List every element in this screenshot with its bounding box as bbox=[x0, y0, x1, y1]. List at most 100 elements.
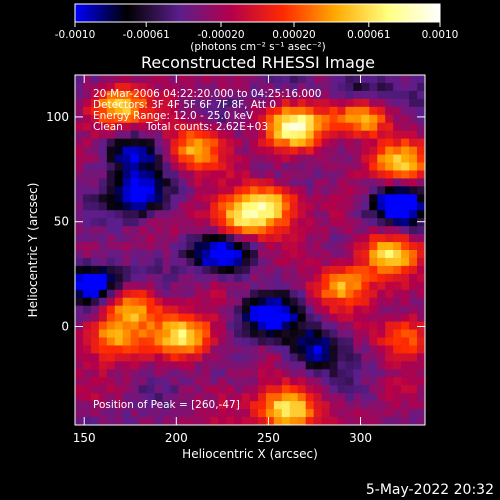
heatmap-cell bbox=[138, 265, 148, 275]
heatmap-cell bbox=[146, 385, 156, 394]
heatmap-cell bbox=[210, 409, 219, 418]
colorbar bbox=[74, 3, 441, 23]
heatmap-cell bbox=[114, 401, 124, 410]
heatmap-cell bbox=[385, 345, 394, 354]
heatmap-cell bbox=[194, 289, 203, 299]
heatmap-cell bbox=[218, 393, 227, 402]
heatmap-cell bbox=[122, 154, 132, 163]
heatmap-cell bbox=[90, 178, 100, 187]
heatmap-cell bbox=[329, 154, 338, 163]
heatmap-cell bbox=[202, 353, 211, 362]
colorbar-tick-label: 0.00061 bbox=[347, 29, 390, 41]
heatmap-cell bbox=[186, 353, 195, 362]
heatmap-cell bbox=[154, 170, 163, 179]
heatmap-cell bbox=[146, 106, 156, 116]
heatmap-cell bbox=[210, 202, 219, 211]
heatmap-cell bbox=[257, 218, 267, 227]
heatmap-cell bbox=[75, 146, 84, 156]
heatmap-cell bbox=[401, 345, 410, 354]
heatmap-cell bbox=[409, 337, 418, 346]
heatmap-cell bbox=[257, 226, 267, 235]
heatmap-cell bbox=[154, 114, 163, 124]
heatmap-cell bbox=[337, 242, 346, 251]
heatmap-cell bbox=[98, 186, 108, 195]
heatmap-cell bbox=[345, 265, 354, 275]
heatmap-cell bbox=[297, 289, 307, 299]
heatmap-cell bbox=[369, 417, 378, 426]
heatmap-cell bbox=[353, 194, 362, 203]
heatmap-cell bbox=[361, 257, 370, 267]
heatmap-cell bbox=[329, 353, 338, 362]
heatmap-cell bbox=[106, 345, 116, 354]
heatmap-cell bbox=[130, 130, 140, 140]
heatmap-cell bbox=[313, 401, 323, 410]
heatmap-cell bbox=[377, 265, 386, 275]
heatmap-cell bbox=[281, 170, 291, 179]
heatmap-cell bbox=[218, 114, 227, 124]
heatmap-cell bbox=[305, 178, 315, 187]
heatmap-cell bbox=[194, 273, 203, 283]
heatmap-cell bbox=[122, 114, 132, 124]
heatmap-cell bbox=[329, 393, 338, 402]
heatmap-cell bbox=[90, 313, 100, 323]
heatmap-cell bbox=[289, 297, 299, 307]
heatmap-cell bbox=[242, 82, 251, 92]
heatmap-cell bbox=[202, 305, 211, 315]
colorbar-tick-label: -0.00061 bbox=[123, 29, 170, 41]
heatmap-cell bbox=[122, 82, 132, 92]
heatmap-cell bbox=[162, 90, 171, 100]
heatmap-cell bbox=[393, 202, 402, 211]
heatmap-cell bbox=[369, 210, 378, 219]
heatmap-cell bbox=[337, 401, 346, 410]
heatmap-cell bbox=[202, 281, 211, 291]
heatmap-cell bbox=[75, 321, 84, 331]
heatmap-cell bbox=[297, 202, 307, 211]
heatmap-cell bbox=[401, 218, 410, 227]
heatmap-cell bbox=[353, 385, 362, 394]
heatmap-cell bbox=[385, 114, 394, 124]
heatmap-cell bbox=[130, 281, 140, 291]
heatmap-cell bbox=[401, 98, 410, 108]
heatmap-cell bbox=[289, 361, 299, 370]
heatmap-cell bbox=[226, 401, 235, 410]
heatmap-cell bbox=[345, 114, 354, 124]
heatmap-cell bbox=[114, 377, 124, 386]
heatmap-cell bbox=[321, 170, 331, 179]
heatmap-cell bbox=[226, 98, 235, 108]
heatmap-cell bbox=[321, 226, 331, 235]
heatmap-cell bbox=[417, 122, 426, 132]
heatmap-cell bbox=[218, 234, 227, 243]
heatmap-cell bbox=[345, 90, 354, 100]
heatmap-cell bbox=[417, 218, 426, 227]
heatmap-cell bbox=[194, 385, 203, 394]
footer-timestamp: 5-May-2022 20:32 bbox=[366, 482, 494, 498]
heatmap-cell bbox=[250, 138, 259, 148]
heatmap-cell bbox=[313, 409, 323, 418]
heatmap-cell bbox=[122, 321, 132, 331]
heatmap-cell bbox=[257, 250, 267, 259]
heatmap-cell bbox=[297, 162, 307, 171]
heatmap-cell bbox=[106, 369, 116, 378]
heatmap-cell bbox=[75, 106, 84, 116]
heatmap-cell bbox=[130, 122, 140, 132]
heatmap-cell bbox=[194, 130, 203, 140]
heatmap-cell bbox=[393, 75, 402, 84]
heatmap-cell bbox=[114, 409, 124, 418]
heatmap-cell bbox=[82, 226, 92, 235]
heatmap-cell bbox=[146, 297, 156, 307]
heatmap-cell bbox=[401, 369, 410, 378]
heatmap-cell bbox=[106, 417, 116, 426]
heatmap-cell bbox=[202, 409, 211, 418]
heatmap-cell bbox=[369, 202, 378, 211]
heatmap-cell bbox=[186, 122, 195, 132]
heatmap-cell bbox=[178, 226, 187, 235]
heatmap-cell bbox=[138, 329, 148, 338]
heatmap-cell bbox=[297, 345, 307, 354]
heatmap-cell bbox=[106, 329, 116, 338]
heatmap-cell bbox=[369, 257, 378, 267]
heatmap-cell bbox=[162, 369, 171, 378]
heatmap-cell bbox=[281, 250, 291, 259]
heatmap-cell bbox=[321, 138, 331, 148]
heatmap-cell bbox=[393, 138, 402, 148]
heatmap-cell bbox=[202, 289, 211, 299]
